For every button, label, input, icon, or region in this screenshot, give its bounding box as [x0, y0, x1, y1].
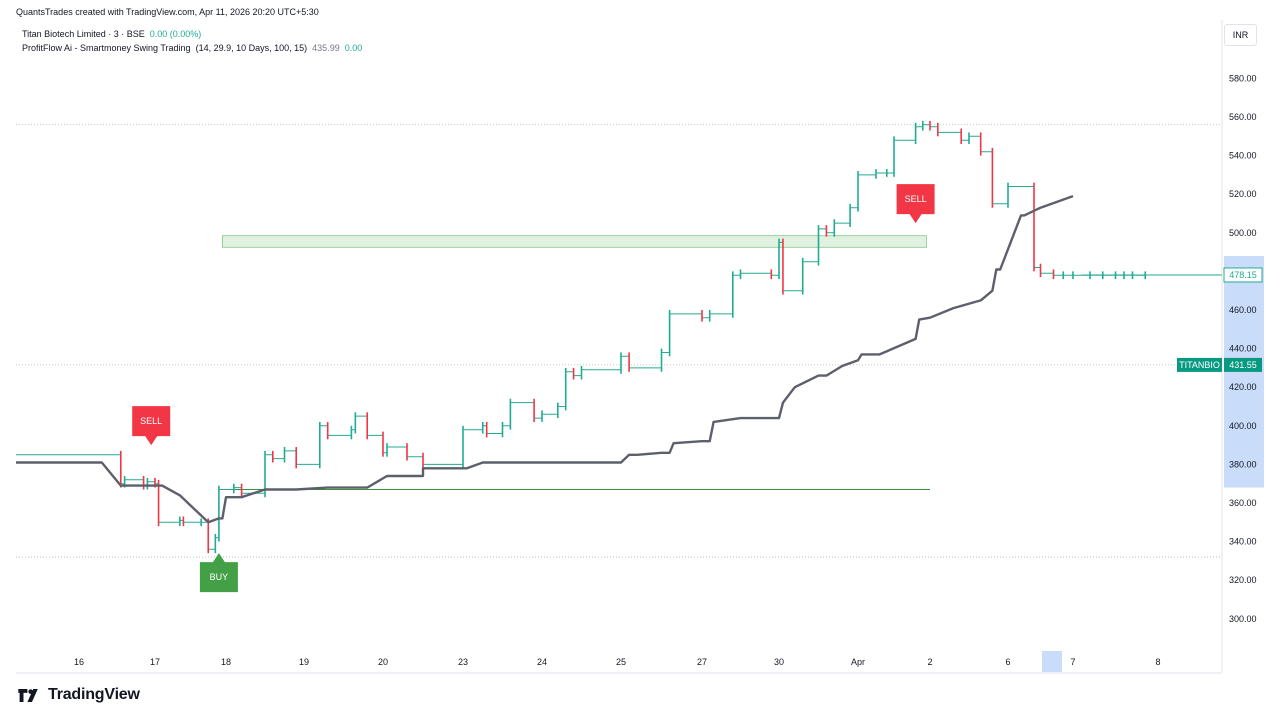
last-price-value: 478.15: [1229, 270, 1257, 280]
symbol-tag-label: TITANBIO: [1179, 360, 1220, 370]
y-tick-label: 340.00: [1229, 537, 1257, 547]
x-tick-label: 17: [150, 657, 160, 667]
y-tick-label: 360.00: [1229, 498, 1257, 508]
symbol-title: Titan Biotech Limited · 3 · BSE: [22, 29, 145, 39]
sell-signal-label: SELL: [140, 416, 162, 426]
x-tick-label: 8: [1155, 657, 1160, 667]
x-tick-label: 16: [74, 657, 84, 667]
x-tick-label: 20: [378, 657, 388, 667]
x-tick-label: 24: [537, 657, 547, 667]
sell-signal-2: SELL: [896, 184, 935, 224]
x-tick-label: 25: [616, 657, 626, 667]
x-tick-label: Apr: [851, 657, 865, 667]
indicator-price-value: 431.55: [1229, 360, 1257, 370]
x-tick-label: 19: [299, 657, 309, 667]
x-axis-range-highlight: [1042, 651, 1062, 672]
indicator-change: 0.00: [344, 43, 363, 53]
indicator-name: ProfitFlow Ai - Smartmoney Swing Trading: [22, 43, 191, 53]
x-tick-label: 6: [1005, 657, 1010, 667]
x-tick-label: 2: [927, 657, 932, 667]
chart-credit: QuantsTrades created with TradingView.co…: [16, 7, 319, 17]
y-tick-label: 540.00: [1229, 151, 1257, 161]
sell-signal-0: SELL: [132, 406, 171, 446]
supply-zone-0: [222, 235, 927, 248]
sell-signal-box: [896, 184, 935, 224]
price-line: [16, 124, 1146, 550]
y-tick-label: 560.00: [1229, 112, 1257, 122]
indicator-price-box: [1224, 357, 1262, 372]
y-tick-label: 420.00: [1229, 382, 1257, 392]
y-tick-label: 440.00: [1229, 344, 1257, 354]
y-tick-label: 400.00: [1229, 421, 1257, 431]
y-tick-label: 300.00: [1229, 614, 1257, 624]
x-tick-label: 7: [1070, 657, 1075, 667]
x-tick-label: 27: [697, 657, 707, 667]
x-tick-label: 18: [221, 657, 231, 667]
y-tick-label: 580.00: [1229, 73, 1257, 83]
indicator-row[interactable]: ProfitFlow Ai - Smartmoney Swing Trading…: [22, 41, 362, 55]
sell-signal-label: SELL: [905, 194, 927, 204]
indicator-params: (14, 29.9, 10 Days, 100, 15): [195, 43, 308, 53]
trailing-stop-line: [16, 194, 1074, 524]
x-tick-label: 30: [774, 657, 784, 667]
buy-signal-1: BUY: [199, 553, 238, 593]
buy-signal-label: BUY: [210, 572, 229, 582]
sell-signal-box: [132, 406, 171, 446]
y-tick-label: 500.00: [1229, 228, 1257, 238]
indicator-value: 435.99: [312, 43, 340, 53]
x-tick-label: 23: [458, 657, 468, 667]
y-tick-label: 520.00: [1229, 189, 1257, 199]
symbol-change: 0.00 (0.00%): [149, 29, 202, 39]
buy-signal-box: [199, 553, 238, 593]
chart-legend: Titan Biotech Limited · 3 · BSE 0.00 (0.…: [22, 27, 362, 55]
symbol-row[interactable]: Titan Biotech Limited · 3 · BSE 0.00 (0.…: [22, 27, 362, 41]
y-tick-label: 380.00: [1229, 459, 1257, 469]
tradingview-logo[interactable]: TradingView: [18, 686, 140, 704]
symbol-tag-box: [1177, 357, 1222, 372]
y-tick-label: 320.00: [1229, 575, 1257, 585]
tradingview-wordmark: TradingView: [48, 686, 140, 703]
currency-button[interactable]: INR: [1224, 24, 1257, 46]
y-tick-label: 460.00: [1229, 305, 1257, 315]
tradingview-logo-icon: [18, 688, 38, 702]
last-price-box: [1223, 267, 1263, 283]
